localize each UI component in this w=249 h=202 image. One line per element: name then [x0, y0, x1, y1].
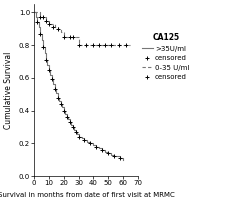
Y-axis label: Cumulative Survival: Cumulative Survival [4, 52, 13, 129]
Legend: >35U/ml, censored, 0-35 U/ml, censored: >35U/ml, censored, 0-35 U/ml, censored [142, 33, 189, 80]
X-axis label: Survival in months from date of first visit at MRMC: Survival in months from date of first vi… [0, 192, 174, 198]
